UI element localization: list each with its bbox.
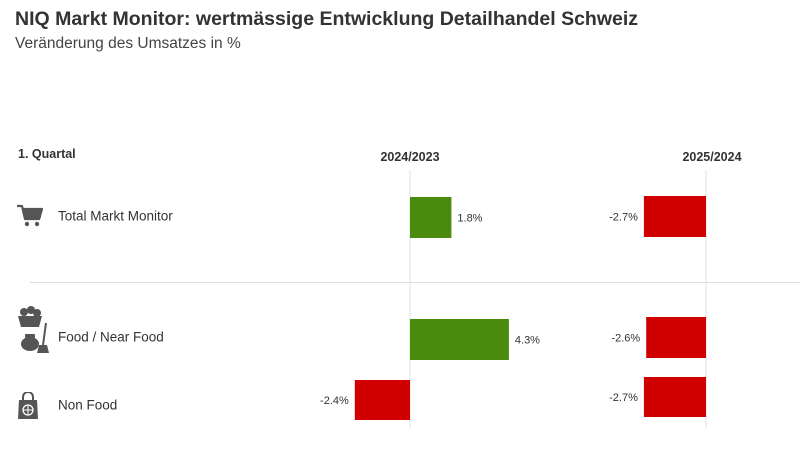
shopping-cart-icon (17, 204, 44, 227)
category-label-total-markt-monitor: Total Markt Monitor (58, 208, 173, 224)
data-label-series1-cat1: -2.6% (611, 333, 640, 345)
bar-series1-cat0 (643, 196, 706, 237)
food-basket-and-cleaning-icon (18, 306, 49, 353)
category-label-non-food: Non Food (58, 397, 118, 413)
group-divider (30, 282, 800, 283)
column-header-2025-2024: 2025/2024 (682, 150, 742, 164)
data-label-series0-cat0: 1.8% (457, 213, 482, 225)
bar-series1-cat1 (646, 317, 706, 358)
data-label-series1-cat0: -2.7% (609, 212, 638, 224)
chart-title: NIQ Markt Monitor: wertmässige Entwicklu… (15, 8, 639, 30)
bar-series0-cat1 (410, 319, 509, 360)
shopping-bag-icon (18, 392, 38, 419)
section-label: 1. Quartal (18, 147, 76, 161)
bar-series0-cat0 (410, 197, 452, 238)
data-label-series0-cat2: -2.4% (320, 395, 349, 407)
column-header-2024-2023: 2024/2023 (380, 150, 440, 164)
data-label-series0-cat1: 4.3% (515, 335, 540, 347)
data-label-series1-cat2: -2.7% (609, 392, 638, 404)
bar-series1-cat2 (643, 377, 706, 417)
bar-series0-cat2 (354, 380, 410, 420)
category-label-food-near-food: Food / Near Food (58, 329, 164, 345)
chart-subtitle: Veränderung des Umsatzes in % (15, 35, 241, 52)
